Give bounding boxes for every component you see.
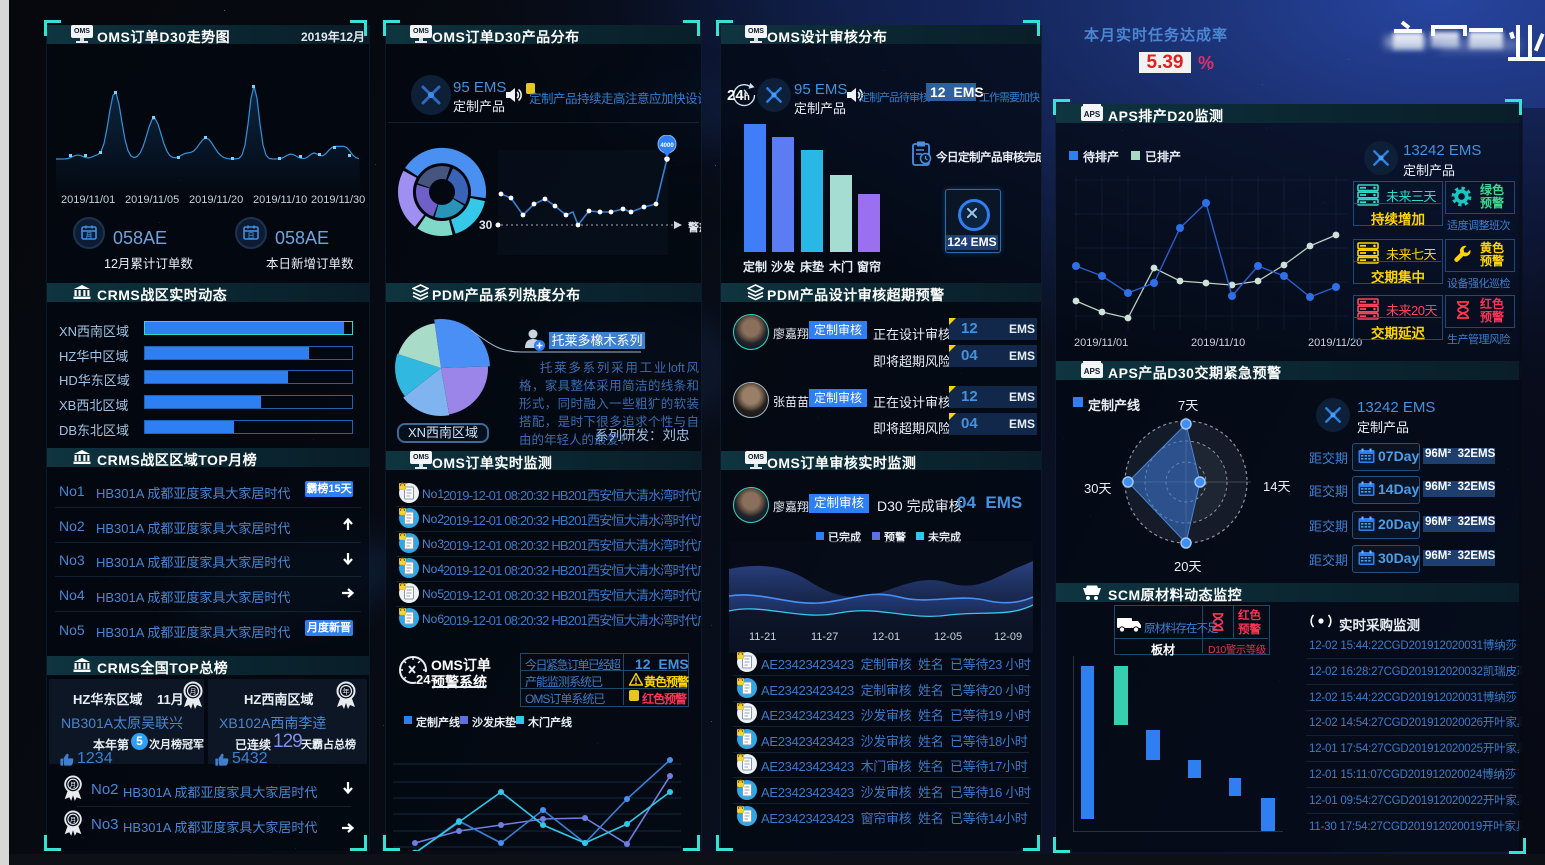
svg-text:日: 日 [248,232,255,240]
svg-text:月: 月 [70,816,76,824]
svg-text:月: 月 [190,688,197,696]
svg-text:年: 年 [343,687,350,696]
svg-text:月: 月 [85,232,93,240]
svg-text:4000: 4000 [660,143,674,149]
svg-text:月: 月 [70,781,76,789]
